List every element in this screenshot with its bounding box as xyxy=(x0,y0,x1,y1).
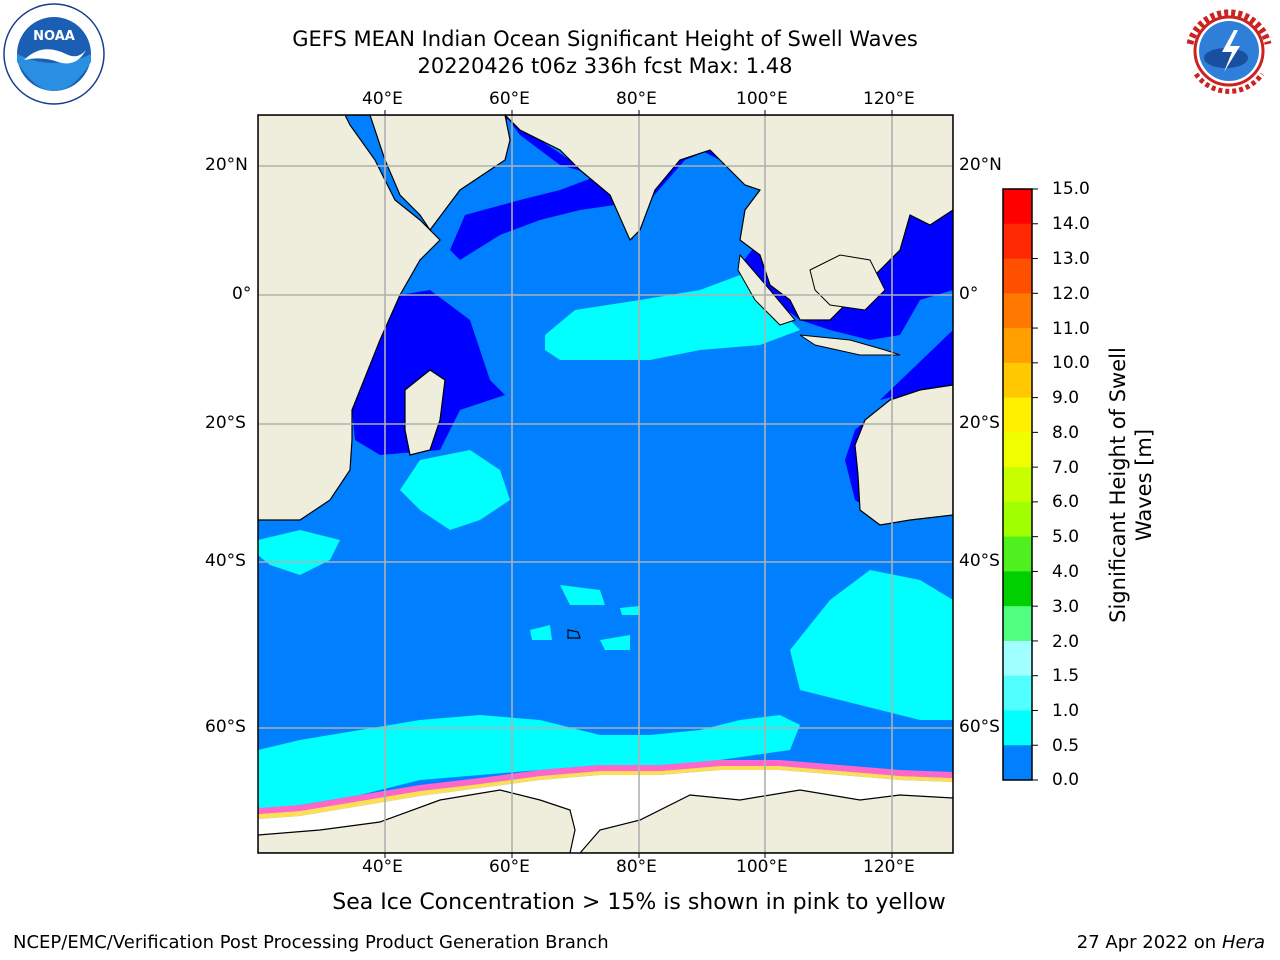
lat-label-right-40s: 40°S xyxy=(959,551,1000,571)
madagascar xyxy=(404,369,446,456)
colorbar-tick: 11.0 xyxy=(1052,319,1090,339)
antarctica-west xyxy=(258,789,576,853)
kerguelen-island xyxy=(567,629,581,639)
lon-label-top-120e: 120°E xyxy=(863,89,915,109)
colorbar xyxy=(1003,188,1038,781)
colorbar-segment xyxy=(1003,640,1032,677)
map-area xyxy=(258,115,953,853)
colorbar-segment xyxy=(1003,362,1032,399)
colorbar-tick: 7.0 xyxy=(1052,458,1080,478)
noaa-logo-icon: NOAA xyxy=(3,3,105,105)
map-subtitle: 20220426 t06z 336h fcst Max: 1.48 xyxy=(417,54,793,78)
high-swell-equatorial xyxy=(545,275,800,360)
lat-label-right-0: 0° xyxy=(959,284,979,304)
borneo xyxy=(809,254,886,311)
lat-label-left-40s: 40°S xyxy=(205,551,246,571)
colorbar-segment xyxy=(1003,397,1032,433)
footer-date-text: 27 Apr 2022 on xyxy=(1076,932,1222,953)
sea-ice-note: Sea Ice Concentration > 15% is shown in … xyxy=(332,890,946,915)
colorbar-tick: 0.5 xyxy=(1052,736,1080,756)
colorbar-segment xyxy=(1003,536,1032,572)
colorbar-tick: 2.0 xyxy=(1052,632,1080,652)
colorbar-segment xyxy=(1003,467,1032,503)
lat-label-right-20n: 20°N xyxy=(959,155,1002,175)
colorbar-segment xyxy=(1003,293,1032,329)
colorbar-segment xyxy=(1003,675,1032,711)
colorbar-tick: 10.0 xyxy=(1052,353,1090,373)
lon-label-bottom-100e: 100°E xyxy=(736,857,788,877)
lon-label-bottom-40e: 40°E xyxy=(362,857,403,877)
lon-label-bottom-80e: 80°E xyxy=(616,857,657,877)
colorbar-tick: 4.0 xyxy=(1052,562,1080,582)
colorbar-tick: 13.0 xyxy=(1052,249,1090,269)
colorbar-tick: 5.0 xyxy=(1052,527,1080,547)
colorbar-tick: 12.0 xyxy=(1052,284,1090,304)
lon-label-top-40e: 40°E xyxy=(362,89,403,109)
footer-credit: NCEP/EMC/Verification Post Processing Pr… xyxy=(13,932,609,953)
colorbar-tick: 6.0 xyxy=(1052,492,1080,512)
colorbar-tick: 8.0 xyxy=(1052,423,1080,443)
colorbar-segment xyxy=(1003,501,1032,538)
colorbar-tick: 1.0 xyxy=(1052,701,1080,721)
colorbar-segment xyxy=(1003,189,1032,225)
lat-label-left-0: 0° xyxy=(232,284,252,304)
colorbar-tick: 15.0 xyxy=(1052,179,1090,199)
svg-text:NOAA: NOAA xyxy=(33,29,75,44)
lat-label-right-60s: 60°S xyxy=(959,717,1000,737)
colorbar-segment xyxy=(1003,571,1032,607)
colorbar-tick: 14.0 xyxy=(1052,214,1090,234)
colorbar-frame xyxy=(1002,188,1033,781)
lon-label-top-100e: 100°E xyxy=(736,89,788,109)
lat-label-left-20n: 20°N xyxy=(205,155,248,175)
colorbar-label: Significant Height of Swell Waves [m] xyxy=(1106,347,1156,623)
colorbar-segment xyxy=(1003,258,1032,294)
map-title: GEFS MEAN Indian Ocean Significant Heigh… xyxy=(292,27,918,51)
colorbar-tick: 9.0 xyxy=(1052,388,1080,408)
lon-label-top-60e: 60°E xyxy=(489,89,530,109)
colorbar-segment xyxy=(1003,710,1032,746)
high-swell-southeast xyxy=(790,570,953,720)
lon-label-bottom-120e: 120°E xyxy=(863,857,915,877)
map-frame xyxy=(257,114,954,854)
lat-label-right-20s: 20°S xyxy=(959,413,1000,433)
lon-label-bottom-60e: 60°E xyxy=(489,857,530,877)
colorbar-segment xyxy=(1003,223,1032,260)
colorbar-tick: 0.0 xyxy=(1052,770,1080,790)
lat-label-left-60s: 60°S xyxy=(205,717,246,737)
map-ticks xyxy=(384,110,893,858)
national-weather-service-logo-icon xyxy=(1180,2,1278,100)
high-swell-southern-belt xyxy=(258,715,800,810)
lat-label-left-20s: 20°S xyxy=(205,413,246,433)
antarctica-east xyxy=(579,789,953,853)
sea-ice-edge-pink xyxy=(258,760,953,814)
colorbar-segment xyxy=(1003,328,1032,364)
footer-date: 27 Apr 2022 on Hera xyxy=(1077,932,1265,953)
map-gridlines xyxy=(258,115,953,853)
colorbar-tick: 1.5 xyxy=(1052,666,1080,686)
colorbar-segment xyxy=(1003,606,1032,642)
colorbar-tick: 3.0 xyxy=(1052,597,1080,617)
australia-landmass xyxy=(854,384,953,526)
lon-label-top-80e: 80°E xyxy=(616,89,657,109)
footer-machine: Hera xyxy=(1221,932,1265,953)
colorbar-segment xyxy=(1003,432,1032,468)
colorbar-segment xyxy=(1003,745,1032,781)
